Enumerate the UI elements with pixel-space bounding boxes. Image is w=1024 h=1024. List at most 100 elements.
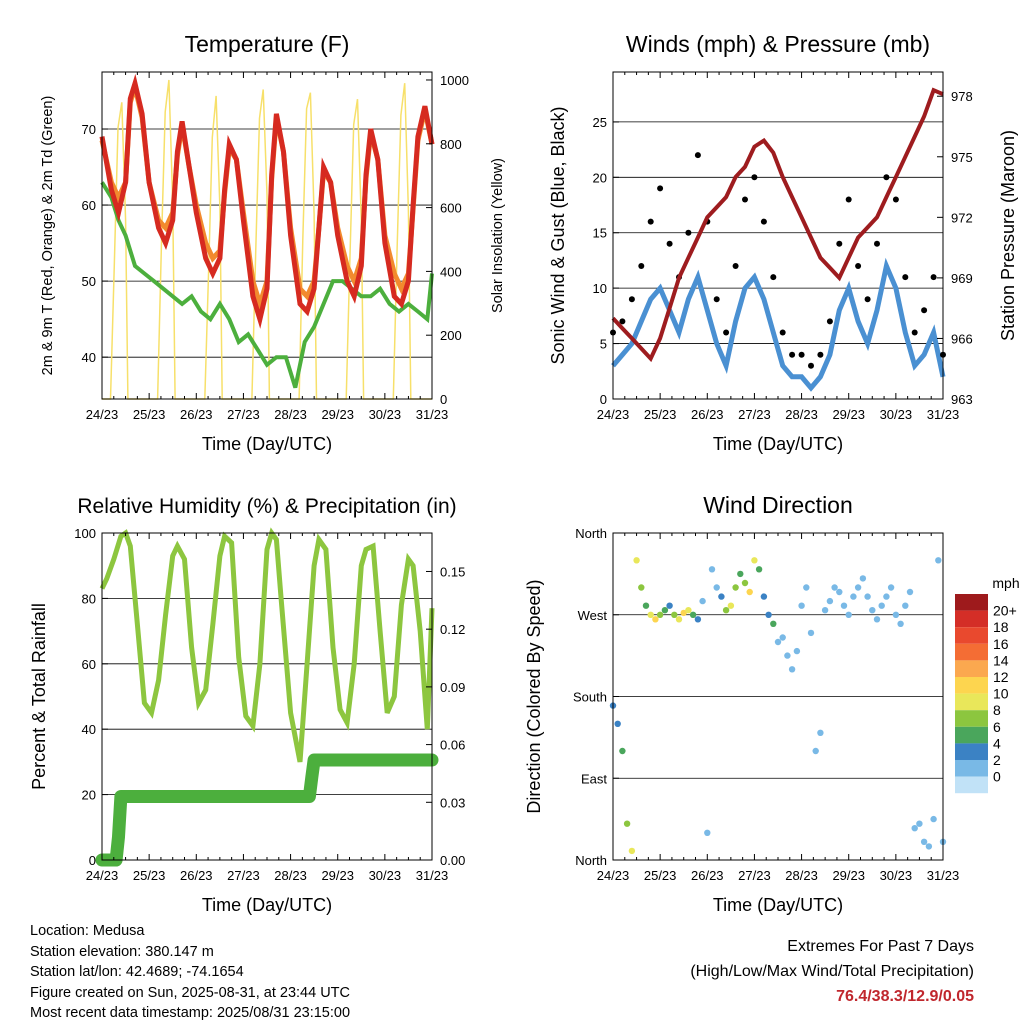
direction-point xyxy=(718,593,725,600)
direction-point xyxy=(722,607,730,614)
y-tick-label-right: 600 xyxy=(440,201,462,216)
station-location: Location: Medusa xyxy=(30,923,145,939)
y-tick-label: North xyxy=(575,526,607,541)
direction-point xyxy=(826,597,834,605)
direction-point xyxy=(689,611,697,618)
direction-point xyxy=(878,602,885,609)
direction-point xyxy=(840,602,848,609)
y-tick-label-right: 0 xyxy=(440,392,447,407)
x-axis-label: Time (Day/UTC) xyxy=(202,895,332,915)
x-tick-label: 31/23 xyxy=(416,868,449,883)
legend-swatch xyxy=(955,726,988,744)
x-tick-label: 25/23 xyxy=(133,868,166,883)
legend-swatch xyxy=(955,594,988,611)
y-tick-label: 20 xyxy=(82,788,96,803)
legend-swatch xyxy=(955,627,988,644)
direction-point xyxy=(737,570,744,578)
gust-point xyxy=(902,274,909,281)
y-tick-label: 60 xyxy=(82,657,96,672)
direction-point xyxy=(859,575,867,582)
gust-point xyxy=(836,240,843,247)
gust-point xyxy=(892,196,899,203)
y-tick-label: 20 xyxy=(593,170,607,185)
gust-point xyxy=(694,152,701,159)
gust-point xyxy=(770,274,777,281)
y-tick-label: 15 xyxy=(593,226,607,241)
y-tick-label: 50 xyxy=(82,274,96,289)
x-tick-label: 25/23 xyxy=(644,868,677,883)
x-tick-label: 27/23 xyxy=(227,407,260,422)
direction-point xyxy=(652,616,659,623)
gust-point xyxy=(647,218,654,225)
y-tick-label: 60 xyxy=(82,198,96,213)
x-tick-label: 24/23 xyxy=(597,407,630,422)
direction-point xyxy=(628,847,636,855)
direction-point xyxy=(854,584,862,591)
x-tick-label: 27/23 xyxy=(227,868,260,883)
y-tick-label-right: 200 xyxy=(440,328,462,343)
direction-point xyxy=(845,611,852,618)
y-tick-label-right: 0.00 xyxy=(440,853,465,868)
gust-point xyxy=(723,329,730,336)
recent-timestamp: Most recent data timestamp: 2025/08/31 2… xyxy=(30,1005,351,1021)
direction-point xyxy=(751,557,758,564)
direction-point xyxy=(713,584,720,591)
x-axis-label: Time (Day/UTC) xyxy=(713,895,843,915)
x-tick-label: 25/23 xyxy=(133,407,166,422)
gust-point xyxy=(619,318,626,325)
y-tick-label-right: 0.06 xyxy=(440,738,465,753)
gust-point xyxy=(817,351,824,358)
gust-point xyxy=(930,274,937,281)
legend-swatch xyxy=(955,677,988,694)
x-tick-label: 31/23 xyxy=(927,407,960,422)
x-tick-label: 24/23 xyxy=(597,868,630,883)
direction-point xyxy=(925,843,933,850)
y-tick-label: West xyxy=(578,608,608,623)
direction-point xyxy=(647,611,654,618)
gust-point xyxy=(911,329,918,336)
direction-point xyxy=(661,607,669,614)
x-tick-label: 30/23 xyxy=(880,407,913,422)
x-tick-label: 29/23 xyxy=(832,868,865,883)
x-tick-label: 28/23 xyxy=(785,407,818,422)
y-tick-label: 5 xyxy=(600,337,607,352)
x-tick-label: 28/23 xyxy=(274,868,307,883)
legend-label: 0 xyxy=(993,769,1001,785)
direction-point xyxy=(916,820,923,827)
legend-label: 6 xyxy=(993,719,1001,735)
direction-point xyxy=(788,666,796,673)
x-tick-label: 27/23 xyxy=(738,407,771,422)
gust-point xyxy=(732,263,739,269)
panel-temperature: 24/23 25/23 26/23 27/23 28/23 29/23 30/23 31/23… xyxy=(40,31,506,454)
direction-point xyxy=(671,611,678,618)
x-tick-label: 26/23 xyxy=(180,407,213,422)
direction-point xyxy=(883,593,890,600)
series-total-rainfall xyxy=(95,753,439,867)
legend-swatch xyxy=(955,610,988,628)
gust-point xyxy=(845,196,852,203)
gust-point xyxy=(874,240,880,247)
y-axis-label: Sonic Wind & Gust (Blue, Black) xyxy=(548,106,568,364)
direction-point xyxy=(873,616,881,623)
direction-point xyxy=(807,629,815,637)
direction-point xyxy=(892,611,900,618)
legend-label: 20+ xyxy=(993,603,1017,619)
y-tick-label-right: 0.03 xyxy=(440,795,465,810)
direction-point xyxy=(656,611,664,618)
legend-swatch xyxy=(955,693,988,711)
legend-label: 8 xyxy=(993,702,1001,718)
x-tick-label: 25/23 xyxy=(644,407,677,422)
y-tick-label: 40 xyxy=(82,350,96,365)
y-tick-label-right: 969 xyxy=(951,271,973,286)
y-tick-label-right: 1000 xyxy=(440,73,469,88)
direction-point xyxy=(675,616,683,623)
direction-point xyxy=(906,588,914,596)
x-tick-label: 26/23 xyxy=(180,868,213,883)
series-2m-temperature xyxy=(99,73,435,329)
direction-point xyxy=(812,747,819,755)
gust-point xyxy=(798,351,805,358)
direction-point xyxy=(638,584,645,591)
x-tick-label: 30/23 xyxy=(880,868,913,883)
y-tick-label: 40 xyxy=(82,722,96,737)
panel-title: Winds (mph) & Pressure (mb) xyxy=(626,31,930,57)
